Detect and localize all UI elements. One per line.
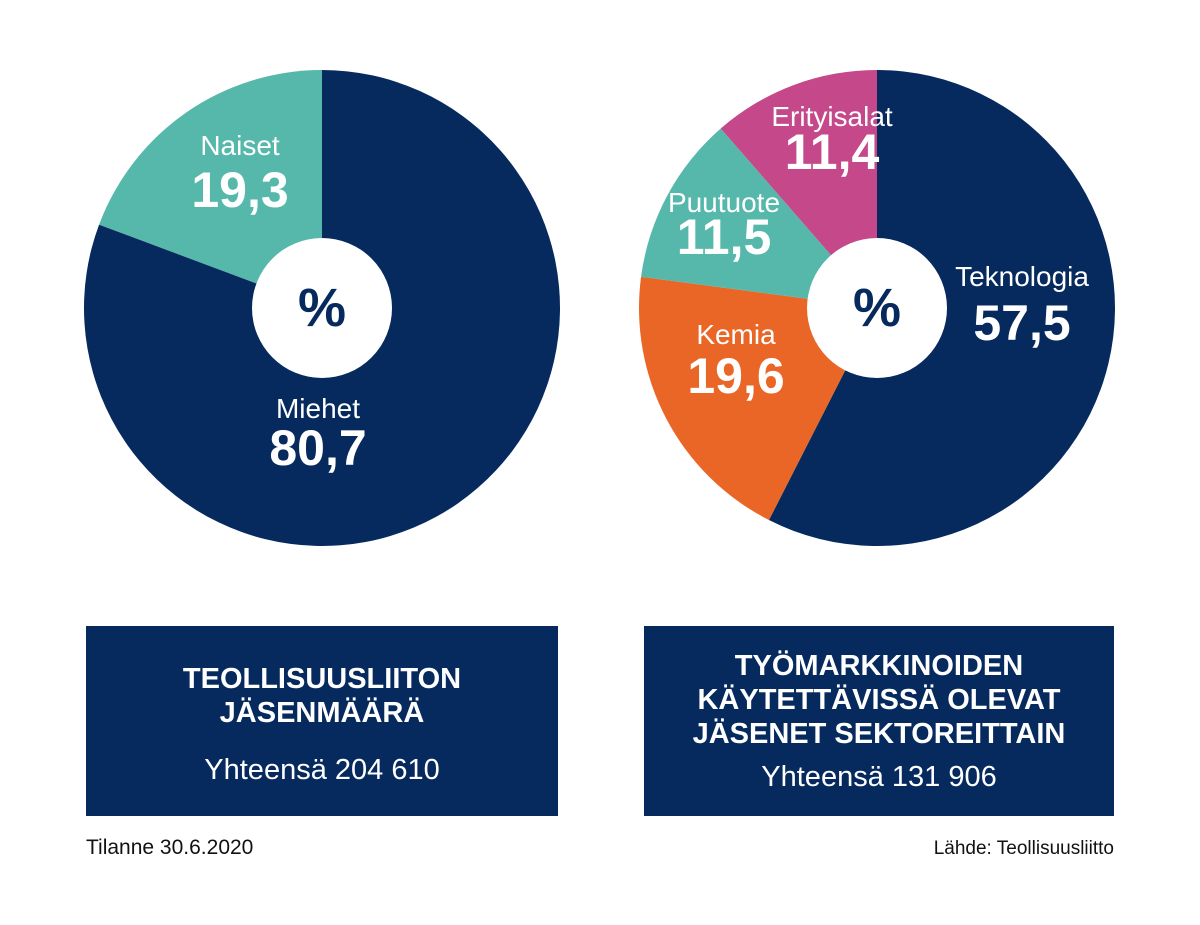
membership-title: TEOLLISUUSLIITON JÄSENMÄÄRÄ — [86, 662, 558, 730]
slice-label-value: 80,7 — [269, 420, 366, 476]
slice-label-value: 57,5 — [973, 295, 1070, 351]
slice-label-name: Teknologia — [955, 261, 1089, 292]
pie-center-label: % — [853, 278, 901, 338]
membership-title-line: JÄSENMÄÄRÄ — [219, 696, 425, 729]
slice-label-name: Naiset — [200, 130, 280, 161]
sector-title: TYÖMARKKINOIDEN KÄYTETTÄVISSÄ OLEVAT JÄS… — [644, 649, 1114, 751]
date-note: Tilanne 30.6.2020 — [86, 836, 254, 859]
slice-label-name: Puutuote — [668, 187, 780, 218]
sector-title-line: JÄSENET SEKTOREITTAIN — [692, 717, 1066, 750]
sector-total: Yhteensä 131 906 — [761, 760, 997, 793]
source-note: Lähde: Teollisuusliitto — [933, 838, 1114, 859]
sector-box: TYÖMARKKINOIDEN KÄYTETTÄVISSÄ OLEVAT JÄS… — [644, 626, 1114, 816]
pie-slice-naiset — [99, 70, 322, 308]
pie-center-hole — [807, 238, 947, 378]
slice-label-value: 11,5 — [677, 209, 772, 265]
membership-title-line: TEOLLISUUSLIITON — [182, 662, 462, 695]
pie-center-hole — [252, 238, 392, 378]
slice-label-name: Kemia — [696, 319, 776, 350]
pie-center-label: % — [298, 278, 346, 338]
slice-label-value: 11,4 — [785, 124, 880, 180]
slice-label-name: Erityisalat — [771, 101, 893, 132]
membership-total: Yhteensä 204 610 — [204, 753, 440, 786]
sector-title-line: TYÖMARKKINOIDEN — [734, 649, 1024, 682]
slice-label-value: 19,3 — [191, 162, 288, 218]
membership-box: TEOLLISUUSLIITON JÄSENMÄÄRÄ Yhteensä 204… — [86, 626, 558, 816]
sector-title-line: KÄYTETTÄVISSÄ OLEVAT — [697, 683, 1061, 716]
slice-label-value: 19,6 — [687, 348, 784, 404]
pie-slice-puutuote — [641, 128, 877, 308]
pie-slice-erityisalat — [720, 70, 877, 308]
slice-label-name: Miehet — [276, 393, 360, 424]
